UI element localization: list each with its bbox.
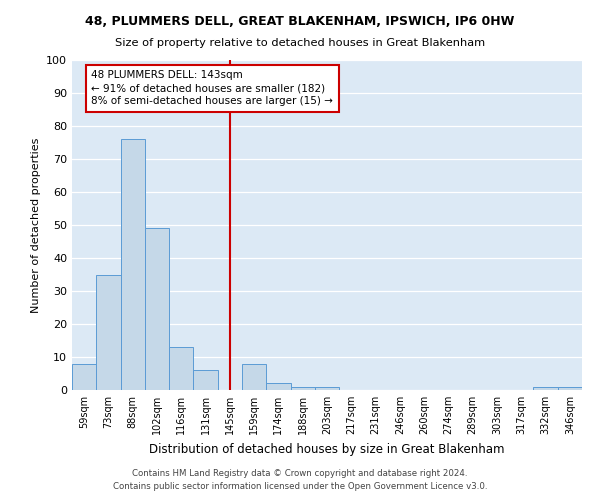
Bar — [266, 384, 290, 390]
Text: Size of property relative to detached houses in Great Blakenham: Size of property relative to detached ho… — [115, 38, 485, 48]
Text: 48, PLUMMERS DELL, GREAT BLAKENHAM, IPSWICH, IP6 0HW: 48, PLUMMERS DELL, GREAT BLAKENHAM, IPSW… — [85, 15, 515, 28]
Bar — [96, 274, 121, 390]
Bar — [315, 386, 339, 390]
Text: Contains HM Land Registry data © Crown copyright and database right 2024.: Contains HM Land Registry data © Crown c… — [132, 468, 468, 477]
Bar — [72, 364, 96, 390]
Text: Contains public sector information licensed under the Open Government Licence v3: Contains public sector information licen… — [113, 482, 487, 491]
Bar — [290, 386, 315, 390]
X-axis label: Distribution of detached houses by size in Great Blakenham: Distribution of detached houses by size … — [149, 442, 505, 456]
Y-axis label: Number of detached properties: Number of detached properties — [31, 138, 41, 312]
Bar — [533, 386, 558, 390]
Bar — [242, 364, 266, 390]
Bar — [121, 139, 145, 390]
Bar — [169, 347, 193, 390]
Bar — [193, 370, 218, 390]
Bar — [558, 386, 582, 390]
Bar — [145, 228, 169, 390]
Text: 48 PLUMMERS DELL: 143sqm
← 91% of detached houses are smaller (182)
8% of semi-d: 48 PLUMMERS DELL: 143sqm ← 91% of detach… — [91, 70, 334, 106]
